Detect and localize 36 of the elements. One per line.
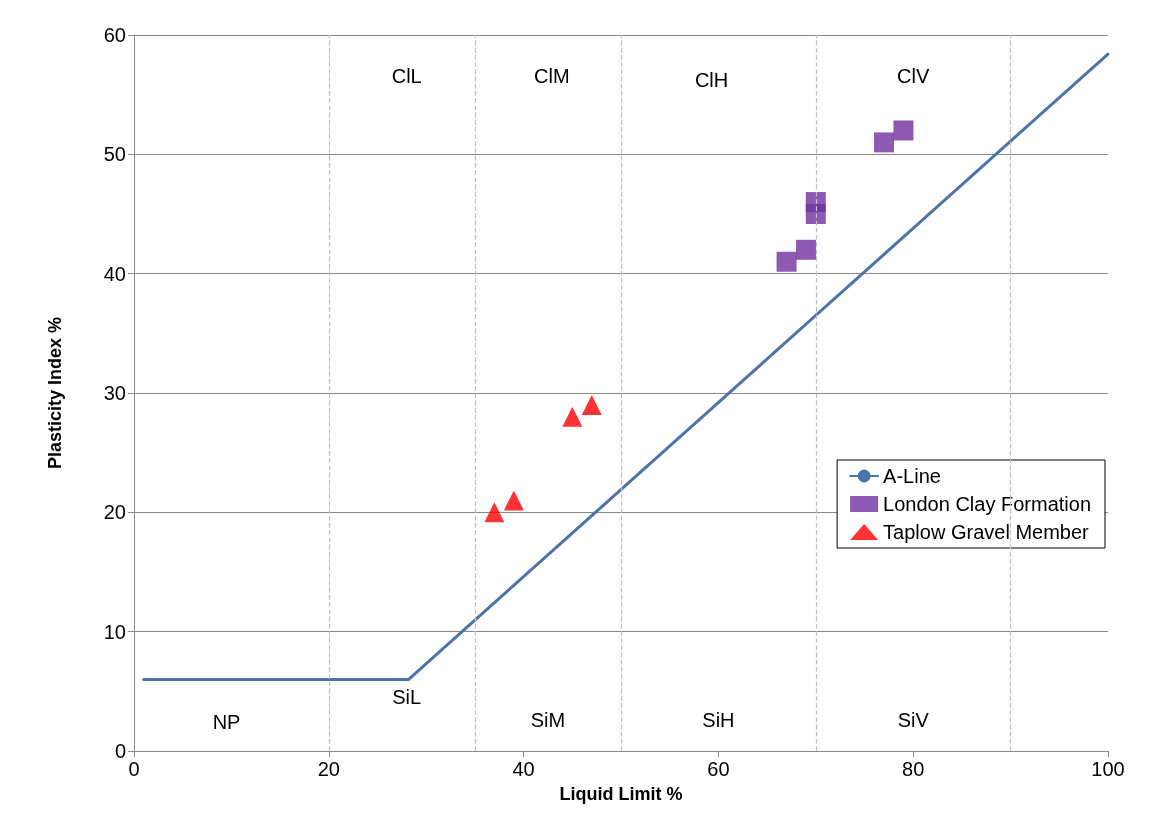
y-tick-label: 30 bbox=[103, 382, 126, 404]
y-tick-label: 20 bbox=[103, 501, 126, 524]
annotation: SiL bbox=[392, 686, 422, 709]
point bbox=[873, 132, 894, 153]
x-tick-label: 100 bbox=[1091, 758, 1125, 780]
legend-label: A-Line bbox=[883, 465, 941, 487]
x-tick-label: 60 bbox=[707, 758, 730, 780]
x-tick-label: 80 bbox=[902, 758, 925, 780]
point bbox=[805, 192, 826, 213]
annotation: NP bbox=[212, 711, 241, 734]
point bbox=[484, 502, 505, 523]
y-tick-label: 50 bbox=[103, 143, 126, 166]
annotation: SiH bbox=[702, 708, 735, 731]
legend-label: Taplow Gravel Member bbox=[883, 521, 1090, 543]
y-tick-label: 40 bbox=[103, 262, 126, 285]
annotation: SiM bbox=[530, 708, 566, 731]
y-tick-label: 0 bbox=[114, 740, 126, 762]
x-tick-label: 0 bbox=[128, 758, 140, 780]
annotation: ClL bbox=[391, 64, 422, 87]
point bbox=[503, 490, 524, 511]
y-tick-label: 10 bbox=[103, 620, 126, 643]
annotation: ClM bbox=[534, 64, 570, 87]
annotation: SiV bbox=[897, 708, 930, 731]
point bbox=[562, 406, 583, 427]
x-tick-label: 40 bbox=[512, 758, 535, 780]
legend-label: London Clay Formation bbox=[883, 493, 1091, 515]
annotation: ClV bbox=[897, 64, 930, 87]
y-axis-title: Plasticity Index % bbox=[45, 316, 65, 470]
point bbox=[776, 251, 797, 272]
point bbox=[581, 394, 602, 415]
x-axis-title: Liquid Limit % bbox=[559, 784, 683, 804]
x-tick-label: 20 bbox=[317, 758, 340, 780]
annotation: ClH bbox=[694, 69, 729, 92]
y-tick-label: 60 bbox=[103, 24, 126, 46]
point bbox=[796, 239, 817, 260]
point bbox=[893, 120, 914, 141]
